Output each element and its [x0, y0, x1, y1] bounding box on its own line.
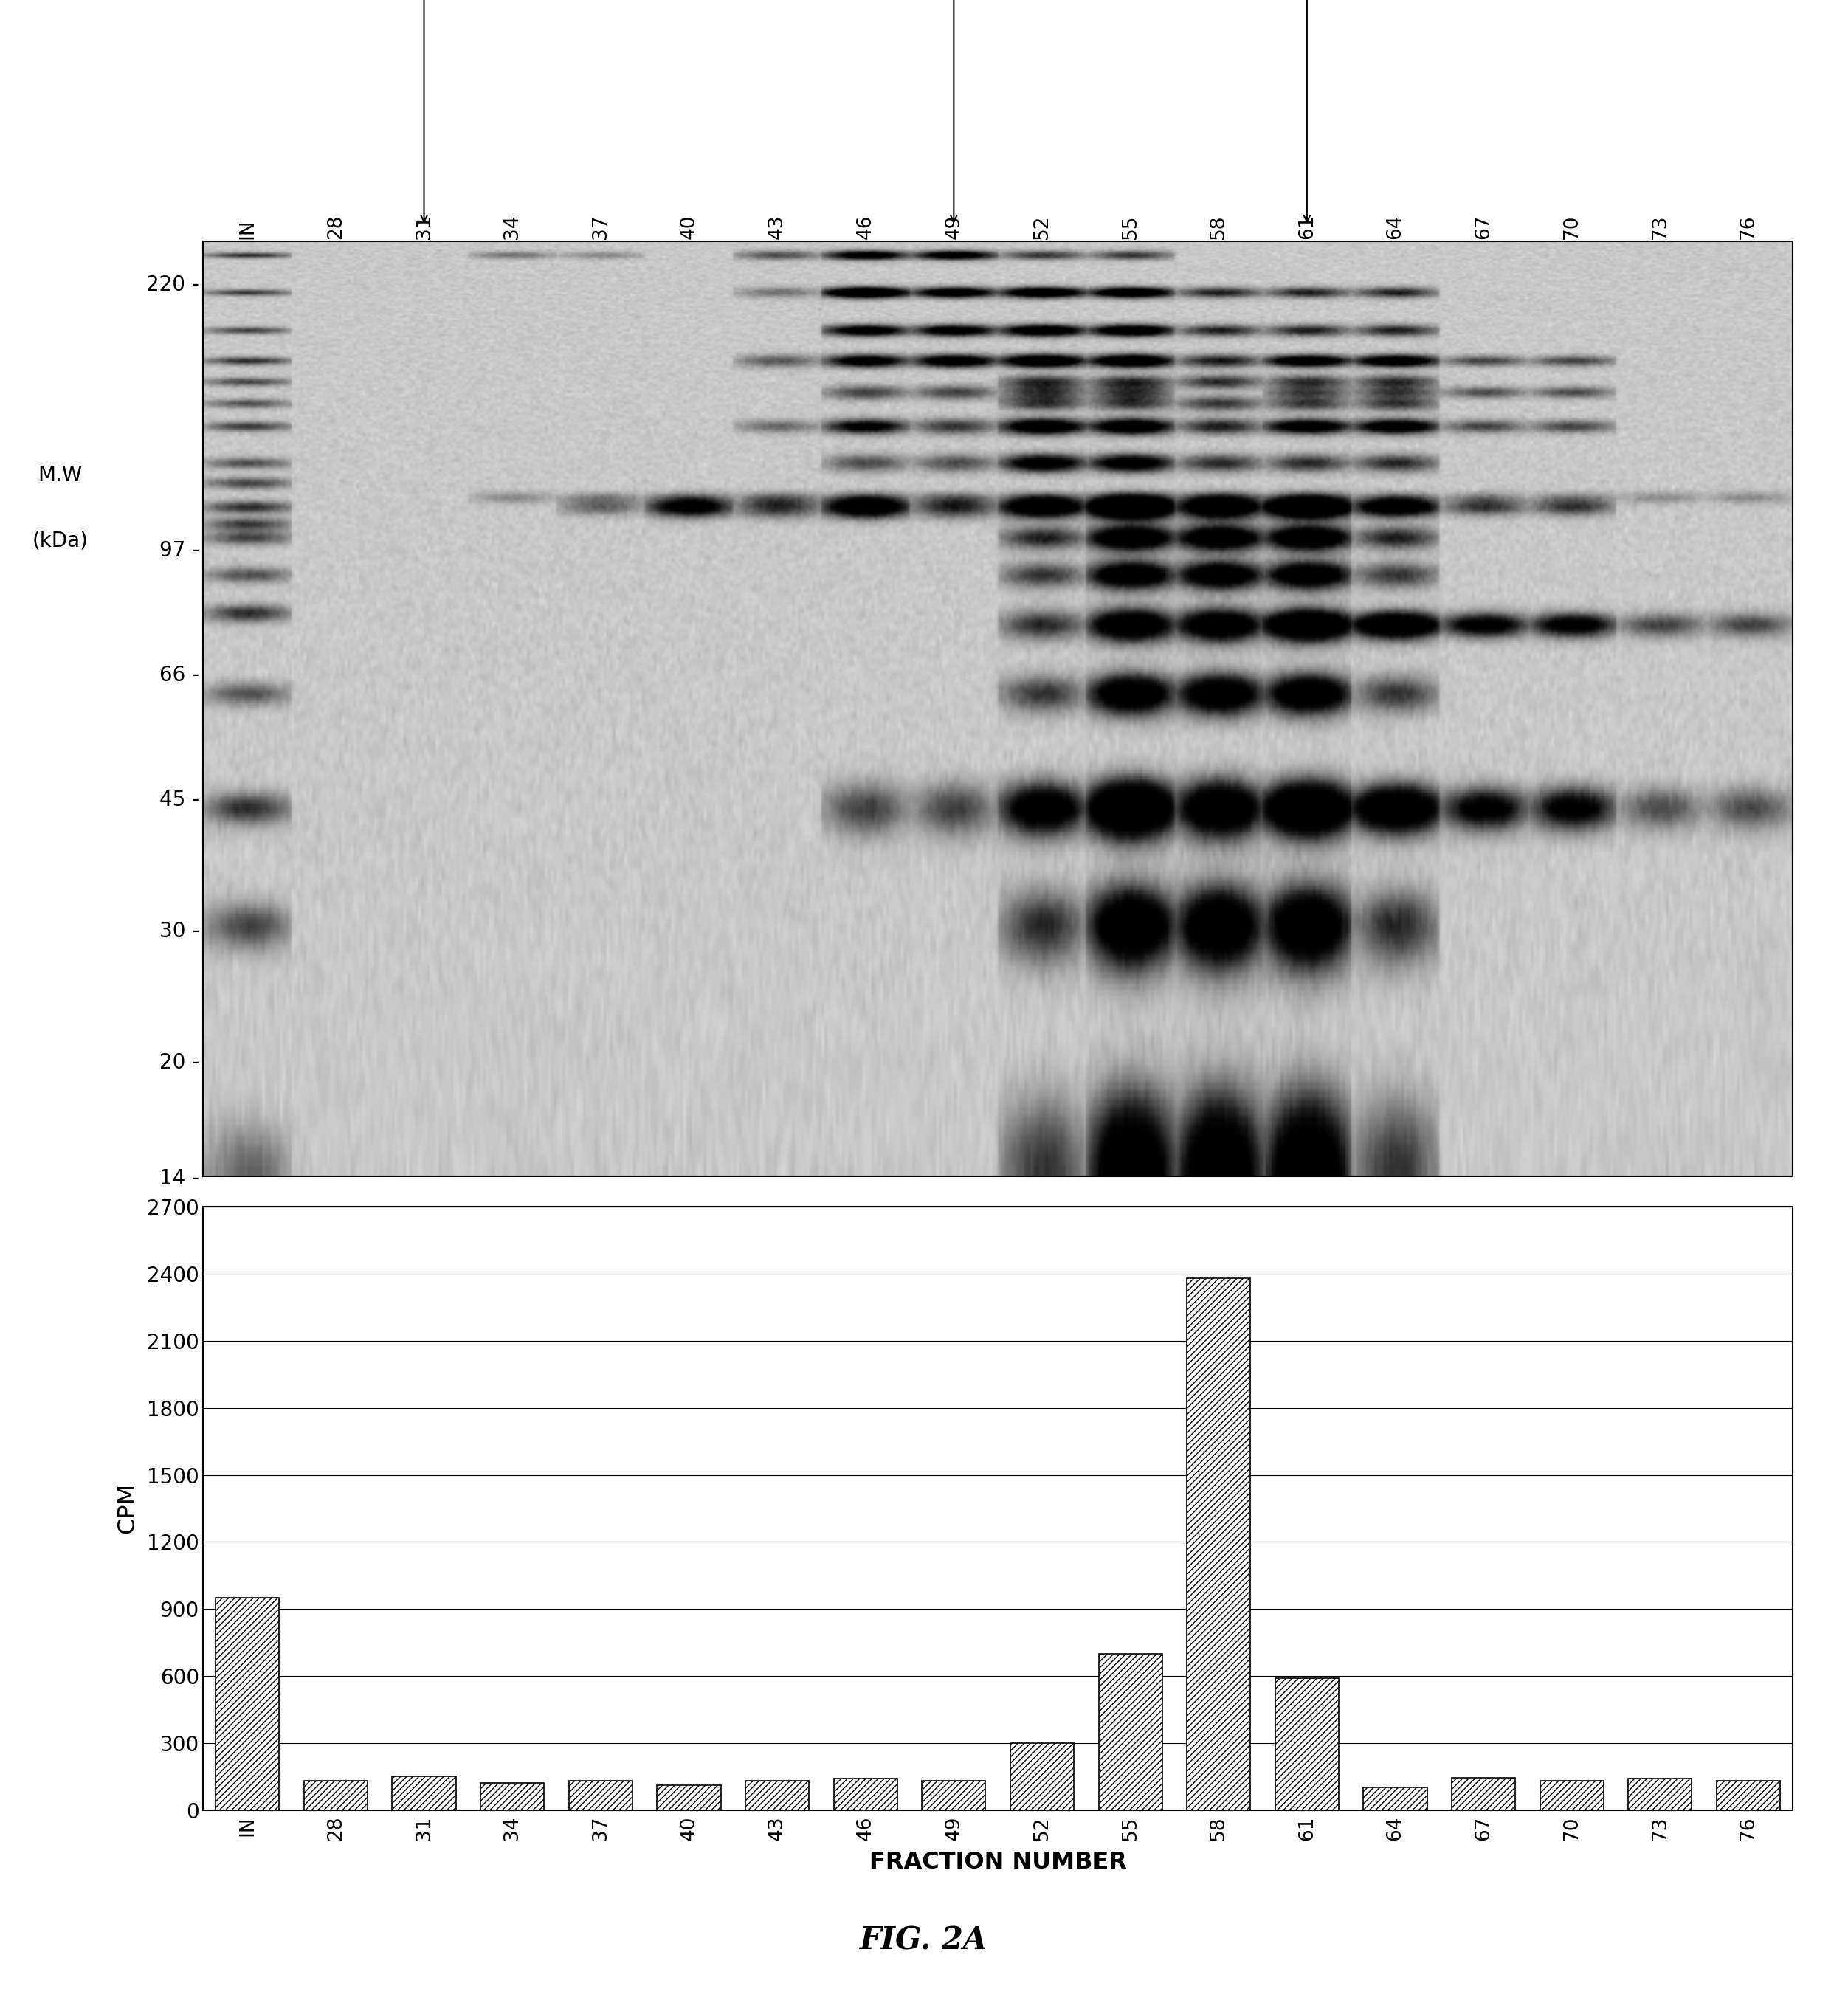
Bar — [1364, 1788, 1427, 1810]
Bar — [1011, 1744, 1074, 1810]
Bar — [658, 1786, 721, 1810]
Bar — [1098, 1653, 1162, 1810]
Text: FIG. 2A: FIG. 2A — [859, 1925, 989, 1957]
Bar — [1539, 1782, 1604, 1810]
Bar — [1717, 1782, 1780, 1810]
Bar — [480, 1784, 543, 1810]
Bar — [1186, 1279, 1251, 1810]
Y-axis label: CPM: CPM — [116, 1482, 139, 1534]
X-axis label: FRACTION NUMBER: FRACTION NUMBER — [869, 1850, 1127, 1874]
Text: (kDa): (kDa) — [31, 531, 89, 551]
Bar — [1453, 1778, 1515, 1810]
Bar — [745, 1782, 809, 1810]
Text: M.W: M.W — [39, 465, 83, 485]
Bar — [1275, 1677, 1338, 1810]
Bar — [303, 1782, 368, 1810]
Bar — [922, 1782, 985, 1810]
Bar — [392, 1776, 456, 1810]
Bar — [1628, 1778, 1693, 1810]
Bar — [569, 1782, 632, 1810]
Bar — [216, 1597, 279, 1810]
Bar — [833, 1778, 898, 1810]
